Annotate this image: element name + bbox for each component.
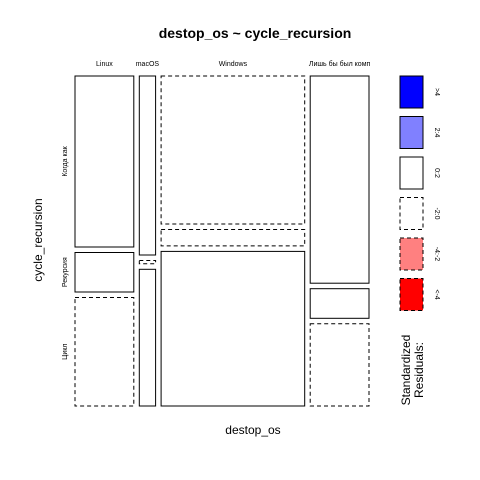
legend-swatch-4 xyxy=(399,237,424,271)
legend-label-3: -2:0 xyxy=(433,207,440,219)
tile-linux-рекурсия xyxy=(74,252,135,293)
tile-windows-цикл xyxy=(160,250,306,407)
tile-лишь-бы-был-комп-цикл xyxy=(309,323,370,407)
column-label-macos: macOS xyxy=(136,61,160,68)
legend-label-1: 2:4 xyxy=(433,128,440,138)
legend-label-4: -4:-2 xyxy=(433,247,440,262)
legend-swatch-2 xyxy=(399,156,424,190)
legend-swatch-3 xyxy=(399,197,424,230)
legend-swatch-5 xyxy=(399,278,424,311)
row-label-когда-как: Когда как xyxy=(62,145,69,176)
chart-title: destop_os ~ cycle_recursion xyxy=(159,25,352,41)
tile-linux-цикл xyxy=(74,297,135,407)
tile-windows-рекурсия xyxy=(160,229,306,247)
legend-swatch-0 xyxy=(399,75,424,109)
y-axis-title: cycle_recursion xyxy=(31,198,45,281)
column-label-лишь-бы-был-комп: Лишь бы был комп xyxy=(309,60,371,68)
tile-macos-цикл xyxy=(138,268,157,407)
column-labels: Linux macOS Windows Лишь бы был комп xyxy=(96,60,370,68)
x-axis-title: destop_os xyxy=(225,423,280,437)
legend-label-2: 0:2 xyxy=(433,168,440,178)
tile-лишь-бы-был-комп-рекурсия xyxy=(309,288,370,319)
column-label-linux: Linux xyxy=(96,61,113,68)
legend-swatch-1 xyxy=(399,116,424,149)
row-labels: Когда как Рекурсия Цикл xyxy=(62,145,69,359)
legend-label-0: >4 xyxy=(433,88,440,96)
legend-label-5: <-4 xyxy=(433,289,440,299)
column-label-windows: Windows xyxy=(219,61,248,68)
legend: >4 2:4 0:2 -2:0 -4:-2 <-4 StandardizedResidual… xyxy=(399,75,440,406)
tile-macos-рекурсия xyxy=(138,260,157,265)
tile-лишь-бы-был-комп-когда-как xyxy=(309,75,370,284)
tile-macos-когда-как xyxy=(138,75,157,256)
row-label-рекурсия: Рекурсия xyxy=(62,257,69,287)
legend-title: StandardizedResiduals: xyxy=(399,335,426,406)
row-label-цикл: Цикл xyxy=(62,344,69,360)
tile-windows-когда-как xyxy=(160,75,306,225)
mosaic-tiles xyxy=(74,75,370,407)
tile-linux-когда-как xyxy=(74,75,135,248)
